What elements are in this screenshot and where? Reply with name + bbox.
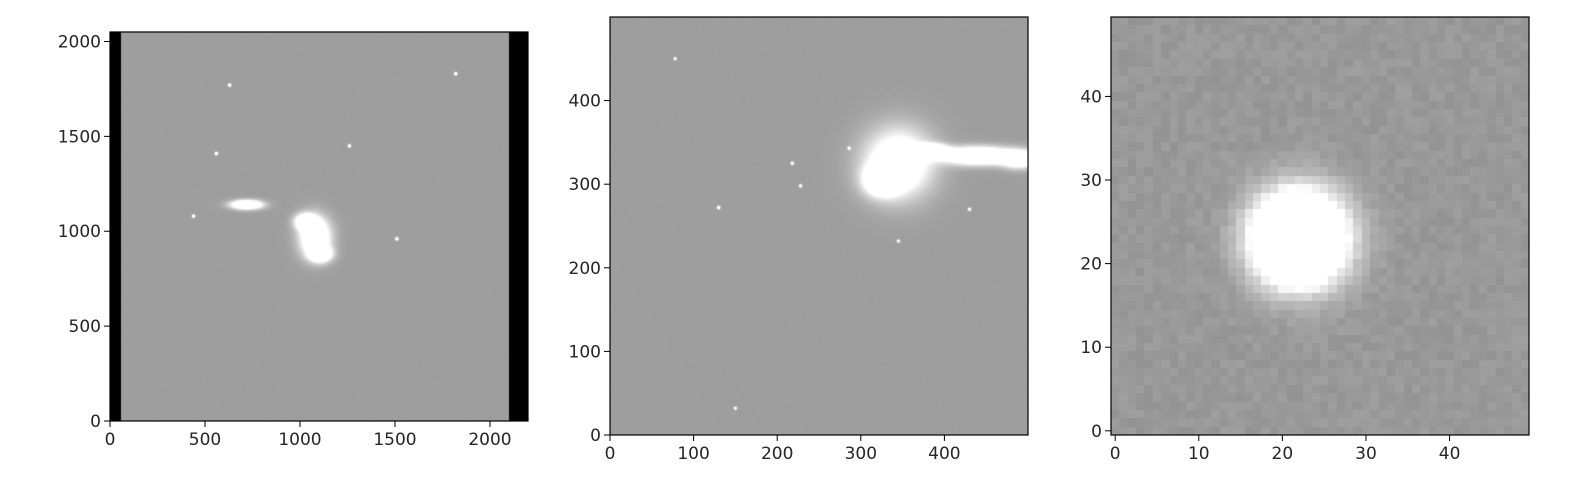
- x-tick-label: 0: [605, 444, 616, 464]
- panel-3-image: [1111, 17, 1529, 435]
- panel-2-frame: [609, 16, 1029, 436]
- y-tick-label: 0: [590, 426, 601, 446]
- panel-3-frame: [1110, 16, 1530, 436]
- y-tick-label: 200: [569, 259, 601, 279]
- x-tick-label: 1500: [373, 430, 416, 450]
- y-tick-label: 100: [569, 342, 601, 362]
- y-tick-label: 500: [69, 317, 101, 337]
- y-tick-label: 1000: [58, 222, 101, 242]
- panel-1-image: [110, 32, 528, 421]
- panel-1-frame: [109, 31, 529, 422]
- x-tick-label: 40: [1439, 444, 1461, 464]
- y-tick-label: 0: [1091, 422, 1102, 442]
- panel-2-image: [610, 17, 1028, 435]
- x-tick-label: 0: [105, 430, 116, 450]
- x-tick-label: 20: [1272, 444, 1294, 464]
- y-tick-label: 2000: [58, 32, 101, 52]
- panel-2: 0 100 200 300 400 0 100 200 300 400: [569, 16, 1029, 464]
- y-tick-label: 0: [90, 412, 101, 432]
- y-tick-label: 20: [1080, 255, 1102, 275]
- x-tick-label: 30: [1355, 444, 1377, 464]
- y-tick-label: 40: [1080, 87, 1102, 107]
- x-tick-label: 1000: [278, 430, 321, 450]
- y-tick-label: 300: [569, 175, 601, 195]
- x-tick-label: 2000: [468, 430, 511, 450]
- x-tick-label: 300: [845, 444, 877, 464]
- y-tick-label: 400: [569, 92, 601, 112]
- x-tick-label: 200: [761, 444, 793, 464]
- y-tick-label: 30: [1080, 171, 1102, 191]
- x-tick-label: 100: [677, 444, 709, 464]
- panel-3: 0 10 20 30 40 0 10 20 30 40: [1080, 16, 1530, 464]
- x-tick-label: 400: [928, 444, 960, 464]
- x-tick-label: 10: [1188, 444, 1210, 464]
- x-tick-label: 500: [189, 430, 221, 450]
- x-tick-label: 0: [1110, 444, 1121, 464]
- y-tick-label: 10: [1080, 338, 1102, 358]
- panel-1: 0 500 1000 1500 2000 0 500 1000 1500 2000: [58, 31, 529, 450]
- y-tick-label: 1500: [58, 127, 101, 147]
